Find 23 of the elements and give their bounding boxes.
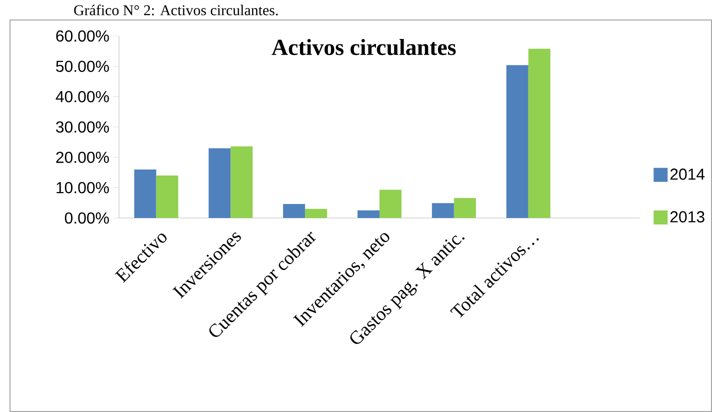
legend-label: 2014 — [670, 168, 705, 180]
y-tick-label: 50.00% — [56, 60, 109, 72]
y-tick-label: 30.00% — [56, 121, 109, 133]
bar — [283, 204, 306, 218]
bar — [506, 65, 528, 218]
bar — [208, 148, 231, 218]
bar — [156, 176, 178, 218]
y-tick-label: 40.00% — [56, 91, 109, 102]
legend-label: 2013 — [670, 211, 704, 222]
bar — [380, 190, 402, 218]
y-tick-label: 0.00% — [64, 212, 109, 224]
bar — [454, 198, 476, 218]
y-tick-label: 20.00% — [56, 152, 109, 163]
y-tick-label: 10.00% — [56, 182, 109, 194]
bar — [134, 169, 156, 218]
y-tick-label: 60.00% — [56, 30, 109, 42]
bar — [358, 210, 380, 218]
bar — [305, 208, 328, 218]
bar — [528, 48, 550, 218]
bar — [230, 146, 253, 218]
chart-title: Activos circulantes — [272, 39, 456, 56]
bar — [432, 203, 454, 218]
text: Gráfico N° 2: Activos circulantes. — [74, 4, 278, 16]
